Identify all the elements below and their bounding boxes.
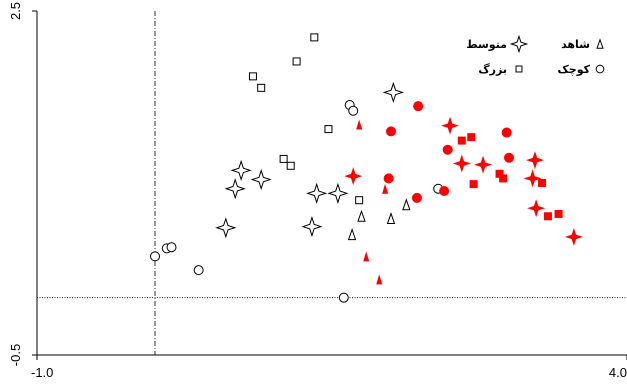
data-point-triangle [376,274,382,284]
y-tick-label: -0.5 [8,344,23,366]
data-point-star4 [441,117,459,135]
legend-marker-circle [596,65,604,73]
data-point-circle [349,106,358,115]
data-point-circle [412,193,422,203]
data-point-circle [151,252,160,261]
data-point-square [470,180,478,188]
data-point-star4 [384,83,402,101]
legend: شاهد متوسط کوچک بزرگ [466,36,604,76]
data-point-triangle [349,230,356,240]
data-point-triangle [356,120,362,130]
data-point-circle [386,126,396,136]
data-point-square [258,84,265,91]
data-point-square [544,212,552,220]
legend-marker-square [516,66,522,72]
data-point-square [356,197,363,204]
data-point-star4 [232,161,250,179]
legend-label: کوچک [558,63,591,76]
data-point-star4 [217,219,235,237]
data-point-star4 [344,167,362,185]
data-point-circle [339,293,348,302]
data-point-star4 [453,155,471,173]
data-point-square [325,126,332,133]
data-point-triangle [363,251,369,261]
data-point-star4 [303,218,321,236]
data-point-star4 [565,228,583,246]
data-point-triangle [382,184,388,194]
data-point-square [280,155,287,162]
data-point-circle [384,173,394,183]
data-point-square [311,34,318,41]
legend-label: بزرگ [478,62,507,76]
data-point-circle [439,186,449,196]
data-point-star4 [252,171,270,189]
y-tick-label: 2.5 [8,2,23,20]
data-point-star4 [329,184,347,202]
data-point-circle [194,266,203,275]
legend-marker-star4 [511,36,526,51]
data-point-triangle [358,211,365,221]
data-point-circle [502,128,512,138]
data-point-star4 [308,184,326,202]
data-point-triangle [403,200,410,210]
x-tick-label: 4.0 [609,365,627,380]
data-point-square [458,137,466,145]
data-point-star4 [226,180,244,198]
data-point-square [538,179,546,187]
data-points [151,34,583,302]
data-point-circle [413,101,423,111]
data-point-square [293,58,300,65]
data-point-circle [167,243,176,252]
data-point-square [555,210,563,218]
data-point-square [467,133,475,141]
data-point-star4 [474,156,492,174]
x-tick-label: -1.0 [31,365,53,380]
data-point-star4 [527,199,545,217]
data-point-triangle [388,214,395,224]
legend-marker-triangle [597,40,603,49]
data-point-star4 [526,151,544,169]
legend-label: شاهد [561,38,590,51]
data-point-square [499,174,507,182]
legend-label: متوسط [466,38,507,51]
data-point-circle [504,153,514,163]
data-point-circle [443,145,453,155]
data-point-square [249,73,256,80]
data-point-square [287,162,294,169]
